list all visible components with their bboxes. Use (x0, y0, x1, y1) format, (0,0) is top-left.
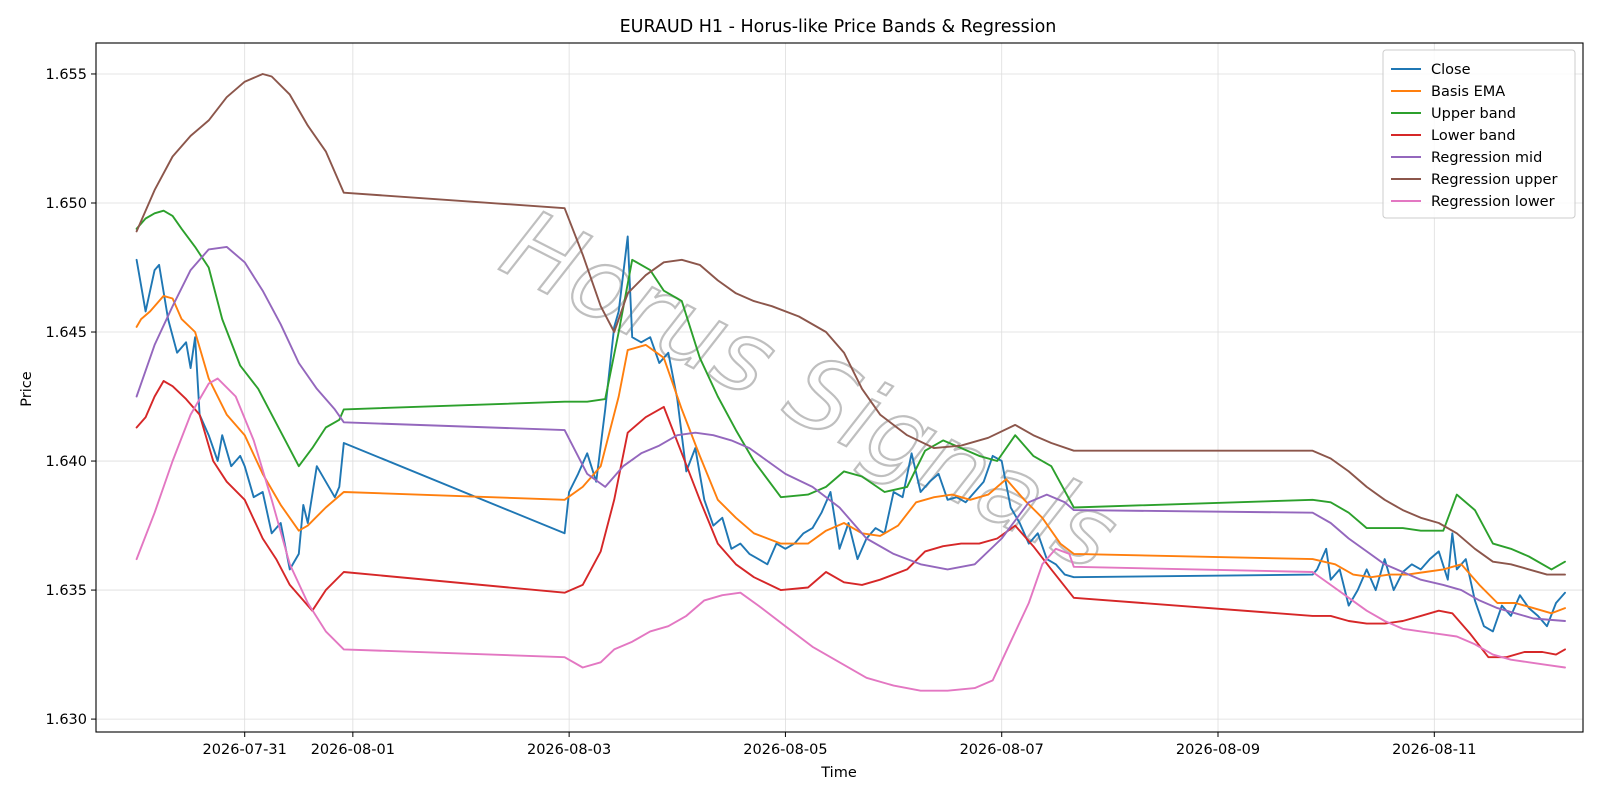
series-line-upper-band (135, 209, 1566, 571)
y-tick-label: 1.640 (45, 454, 87, 470)
y-tick-label: 1.655 (45, 67, 87, 83)
legend-label-regression-upper: Regression upper (1431, 172, 1557, 188)
plot-frame (95, 42, 1584, 733)
x-tick-label: 2026-08-03 (527, 742, 611, 758)
x-tick-label: 2026-08-11 (1392, 742, 1476, 758)
y-axis-label: Price (19, 371, 35, 406)
series-line-lower-band (135, 380, 1566, 659)
series-line-regression-lower (135, 377, 1566, 692)
y-tick-label: 1.630 (45, 712, 87, 728)
chart-title: EURAUD H1 - Horus-like Price Bands & Reg… (620, 17, 1057, 37)
x-tick-label: 2026-08-09 (1176, 742, 1260, 758)
legend-label-lower-band: Lower band (1431, 128, 1516, 144)
legend-label-regression-mid: Regression mid (1431, 150, 1542, 166)
legend-label-regression-lower: Regression lower (1431, 194, 1555, 210)
legend: Close Basis EMA Upper band Lower band Regres… (1382, 49, 1576, 219)
y-tick-label: 1.650 (45, 196, 87, 212)
y-tick-label: 1.645 (45, 325, 87, 341)
x-axis-label: Time (820, 765, 857, 781)
legend-label-basis-ema: Basis EMA (1431, 84, 1505, 100)
series-line-regression-upper (135, 73, 1566, 576)
legend-label-upper-band: Upper band (1431, 106, 1516, 122)
x-tick-label: 2026-07-31 (203, 742, 287, 758)
legend-label-close: Close (1431, 62, 1471, 78)
x-tick-label: 2026-08-01 (311, 742, 395, 758)
x-tick-label: 2026-08-07 (960, 742, 1044, 758)
x-tick-label: 2026-08-05 (743, 742, 827, 758)
y-tick-label: 1.635 (45, 583, 87, 599)
legend-box (1382, 49, 1576, 219)
x-axis: 2026-07-31 2026-08-01 2026-08-03 2026-08-05… (203, 732, 1476, 758)
series-line-regression-mid (135, 245, 1566, 622)
series-lines (135, 73, 1566, 692)
y-axis: 1.630 1.635 1.640 1.645 1.650 1.655 (45, 67, 96, 728)
series-line-basis-ema (135, 294, 1566, 615)
grid-lines (96, 43, 1583, 732)
